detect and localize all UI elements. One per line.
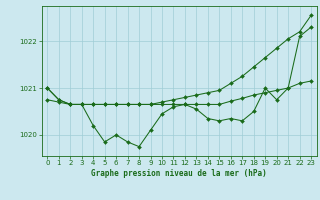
X-axis label: Graphe pression niveau de la mer (hPa): Graphe pression niveau de la mer (hPa) [91,169,267,178]
